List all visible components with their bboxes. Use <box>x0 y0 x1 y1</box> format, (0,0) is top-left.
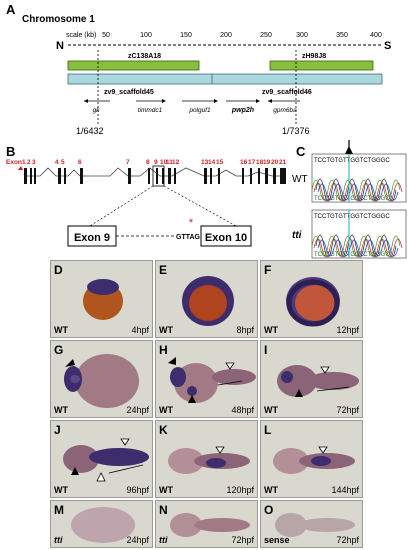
tti-label: tti <box>292 230 302 241</box>
s-end-label: S <box>384 40 391 52</box>
wt-label: WT <box>292 174 308 185</box>
exon10-box <box>200 225 252 247</box>
svg-text:4: 4 <box>55 159 59 166</box>
svg-text:5: 5 <box>61 159 65 166</box>
tick-label: 300 <box>296 32 308 39</box>
chromosome-title: Chromosome 1 <box>22 14 95 25</box>
svg-text:17: 17 <box>248 159 256 166</box>
svg-text:20: 20 <box>271 159 279 166</box>
svg-text:13: 13 <box>201 159 209 166</box>
svg-text:21: 21 <box>279 159 287 166</box>
n-end-label: N <box>56 40 64 52</box>
clone-label: zC138A18 <box>128 53 161 60</box>
exon10-label: Exon 10 <box>205 232 247 244</box>
marker-label-right: 1/7376 <box>282 126 310 136</box>
tick-label: 350 <box>336 32 348 39</box>
tick-label: 400 <box>370 32 382 39</box>
panel-a-map: Chromosome 1 scale (kb) 50 100 150 200 2… <box>22 14 391 136</box>
svg-text:2: 2 <box>27 159 31 166</box>
panel-g: G WT 24hpf <box>50 340 153 418</box>
clone-bar-zh98j8 <box>269 60 374 71</box>
mutation-asterisk: * <box>189 217 194 229</box>
panel-c-label: C <box>296 144 306 159</box>
tick-label: 100 <box>140 32 152 39</box>
tick-label: 50 <box>102 32 110 39</box>
panel-l: L WT 144hpf <box>260 420 363 498</box>
svg-text:14: 14 <box>208 159 216 166</box>
exon9-label: Exon 9 <box>74 232 110 244</box>
tick-label: 250 <box>260 32 272 39</box>
svg-text:12: 12 <box>172 159 180 166</box>
wt-sequence-bottom: TCCTGTGTTGGTCTGGGC <box>314 196 390 202</box>
gene-label: gk <box>93 107 101 114</box>
splice-sequence: GTTAG <box>176 234 201 241</box>
panel-b-label: B <box>6 144 16 159</box>
svg-text:11: 11 <box>166 159 173 166</box>
scaffold-label: zv9_scaffold45 <box>104 89 154 96</box>
tti-sequence-bottom: TCCTGTGTTGGTCTGGGC <box>314 252 390 258</box>
panel-c-chromatogram: TCCTGTGTTGGTCTGGGC TCCTGTGTTGGTCTGGGC WT… <box>292 140 407 259</box>
svg-text:1: 1 <box>22 159 26 166</box>
svg-text:8: 8 <box>146 159 150 166</box>
svg-text:16: 16 <box>240 159 248 166</box>
svg-text:15: 15 <box>216 159 224 166</box>
scaffold-bar <box>67 73 383 85</box>
tti-sequence-top: TCCTGTGTTGGTCTGGGC <box>314 214 390 220</box>
tick-label: 150 <box>180 32 192 39</box>
exon-label: Exon <box>6 159 22 166</box>
marker-label-left: 1/6432 <box>76 126 104 136</box>
svg-text:6: 6 <box>78 159 82 166</box>
gene-label: polguf1 <box>188 107 211 114</box>
scale-label: scale (kb) <box>66 32 96 39</box>
panel-j: J WT 96hpf <box>50 420 153 498</box>
panel-d: D WT 4hpf <box>50 260 153 338</box>
panel-b-gene-structure: Exon 1 2 3 4 5 6 7 8 9 10 11 12 13 14 15… <box>6 159 287 247</box>
svg-text:7: 7 <box>126 159 130 166</box>
svg-text:18: 18 <box>256 159 264 166</box>
panel-h: H WT 48hpf <box>155 340 258 418</box>
wt-sequence-top: TCCTGTGTTGGTCTGGGC <box>314 158 390 164</box>
panel-i: I WT 72hpf <box>260 340 363 418</box>
tick-label: 200 <box>220 32 232 39</box>
svg-text:19: 19 <box>263 159 271 166</box>
panel-a-label: A <box>6 2 16 17</box>
panel-k: K WT 120hpf <box>155 420 258 498</box>
svg-text:3: 3 <box>32 159 36 166</box>
gene-label: gpm6ba <box>273 107 297 114</box>
gene-label: pwp2h <box>231 107 254 114</box>
clone-bar-zc138a18 <box>67 60 200 71</box>
panel-f: F WT 12hpf <box>260 260 363 338</box>
svg-text:10: 10 <box>160 159 168 166</box>
clone-label: zH98J8 <box>302 53 326 60</box>
gene-label: timmdc1 <box>138 107 163 114</box>
scaffold-label: zv9_scaffold46 <box>262 89 312 96</box>
svg-text:9: 9 <box>154 159 158 166</box>
panel-e: E WT 8hpf <box>155 260 258 338</box>
